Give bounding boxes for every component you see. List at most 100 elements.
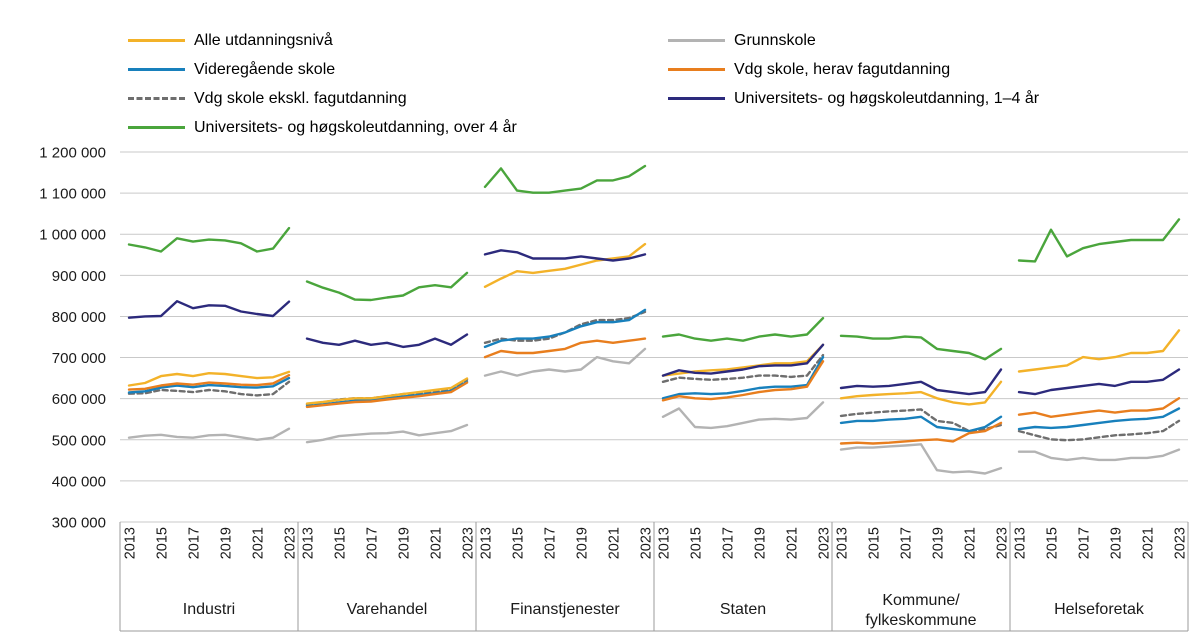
legend-line-swatch	[128, 126, 185, 129]
y-axis-tick-label: 700 000	[52, 350, 106, 367]
legend-column-right: Grunnskole Vdg skole, herav fagutdanning…	[668, 26, 1039, 113]
series-line-alle	[839, 380, 1003, 406]
legend-line-swatch	[668, 68, 725, 71]
x-axis-year-label: 2017	[187, 527, 203, 559]
y-axis-tick-label: 800 000	[52, 309, 106, 326]
series-line-vgs_ekskl	[661, 353, 825, 383]
series-line-uni_1_4	[661, 343, 825, 377]
x-axis-year-label: 2021	[1141, 527, 1157, 559]
series-line-vgs	[127, 376, 291, 394]
panel-label: Staten	[720, 601, 766, 618]
x-axis-year-label: 2013	[1013, 527, 1029, 559]
series-line-grunnskole	[483, 347, 647, 377]
y-axis-tick-label: 1 000 000	[39, 227, 106, 244]
series-line-grunnskole	[1017, 448, 1181, 462]
x-axis-year-label: 2023	[283, 527, 299, 559]
series-line-uni_1_4	[839, 368, 1003, 396]
series-line-uni_1_4	[1017, 368, 1181, 396]
legend-line-swatch	[668, 39, 725, 42]
legend-item-vdg-herav-fagutdanning: Vdg skole, herav fagutdanning	[668, 55, 1039, 84]
y-axis-tick-label: 300 000	[52, 515, 106, 532]
legend-line-swatch	[668, 97, 725, 100]
panel-label: fylkeskommune	[865, 612, 976, 629]
series-line-alle	[305, 377, 469, 405]
x-axis-year-label: 2019	[219, 527, 235, 559]
x-axis-year-label: 2023	[461, 527, 477, 559]
legend-item-grunnskole: Grunnskole	[668, 26, 1039, 55]
y-axis-tick-label: 500 000	[52, 432, 106, 449]
x-axis-year-label: 2013	[123, 527, 139, 559]
x-axis-year-label: 2013	[835, 527, 851, 559]
legend-label: Alle utdanningsnivå	[194, 31, 333, 49]
x-axis-year-label: 2015	[155, 527, 171, 559]
x-axis-year-label: 2021	[251, 527, 267, 559]
series-line-alle	[483, 242, 647, 288]
series-line-grunnskole	[661, 401, 825, 430]
legend-column-left: Alle utdanningsnivå Videregående skole V…	[128, 26, 517, 142]
y-axis-tick-label: 1 100 000	[39, 186, 106, 203]
x-axis-year-label: 2015	[333, 527, 349, 559]
x-axis-year-label: 2019	[1109, 527, 1125, 559]
legend-label: Vdg skole, herav fagutdanning	[734, 60, 951, 78]
series-line-uni_1_4	[305, 333, 469, 349]
series-line-grunnskole	[305, 423, 469, 444]
x-axis-year-label: 2017	[721, 527, 737, 559]
series-line-vgs_ekskl	[1017, 419, 1181, 442]
x-axis-year-label: 2023	[1173, 527, 1189, 559]
series-line-uni_over4	[839, 334, 1003, 361]
x-axis-year-label: 2019	[931, 527, 947, 559]
x-axis-year-label: 2015	[689, 527, 705, 559]
series-line-uni_over4	[661, 316, 825, 342]
series-line-vgs	[1017, 407, 1181, 431]
series-line-vgs	[661, 355, 825, 400]
legend-dashed-line-swatch	[128, 97, 185, 100]
x-axis-year-label: 2023	[995, 527, 1011, 559]
series-line-alle	[1017, 329, 1181, 373]
x-axis-year-label: 2013	[301, 527, 317, 559]
x-axis-year-label: 2017	[899, 527, 915, 559]
y-axis-tick-label: 1 200 000	[39, 145, 106, 162]
series-line-fag	[483, 337, 647, 359]
series-line-uni_over4	[483, 164, 647, 194]
y-axis-tick-label: 400 000	[52, 473, 106, 490]
legend-item-uni-1-4-ar: Universitets- og høgskoleutdanning, 1–4 …	[668, 84, 1039, 113]
x-axis-year-label: 2015	[867, 527, 883, 559]
x-axis-year-label: 2021	[607, 527, 623, 559]
series-line-vgs	[839, 415, 1003, 433]
x-axis-year-label: 2019	[575, 527, 591, 559]
x-axis-year-label: 2015	[511, 527, 527, 559]
x-axis-year-label: 2021	[429, 527, 445, 559]
x-axis-year-label: 2017	[365, 527, 381, 559]
legend-line-swatch	[128, 39, 185, 42]
legend-label: Grunnskole	[734, 31, 816, 49]
x-axis-year-label: 2013	[479, 527, 495, 559]
panel-label: Kommune/	[882, 592, 960, 609]
legend-label: Videregående skole	[194, 60, 336, 78]
series-line-alle	[127, 370, 291, 387]
series-line-uni_over4	[305, 271, 469, 302]
x-axis-year-label: 2023	[639, 527, 655, 559]
x-axis-year-label: 2017	[543, 527, 559, 559]
series-line-uni_over4	[127, 226, 291, 253]
x-axis-year-label: 2017	[1077, 527, 1093, 559]
legend-label: Universitets- og høgskoleutdanning, over…	[194, 118, 517, 136]
x-axis-year-label: 2019	[753, 527, 769, 559]
series-line-uni_over4	[1017, 218, 1181, 263]
legend-item-alle-utdanningsniva: Alle utdanningsnivå	[128, 26, 517, 55]
series-line-fag	[1017, 397, 1181, 418]
panel-label: Varehandel	[347, 601, 428, 618]
panel-label: Helseforetak	[1054, 601, 1145, 618]
x-axis-year-label: 2021	[963, 527, 979, 559]
legend-line-swatch	[128, 68, 185, 71]
legend-item-uni-over-4-ar: Universitets- og høgskoleutdanning, over…	[128, 113, 517, 142]
series-line-vgs_ekskl	[127, 380, 291, 397]
x-axis-year-label: 2019	[397, 527, 413, 559]
legend-label: Universitets- og høgskoleutdanning, 1–4 …	[734, 89, 1040, 107]
panel-label: Industri	[183, 601, 235, 618]
series-line-grunnskole	[839, 443, 1003, 475]
series-line-fag	[661, 360, 825, 402]
x-axis-year-label: 2023	[817, 527, 833, 559]
series-line-fag	[127, 374, 291, 391]
